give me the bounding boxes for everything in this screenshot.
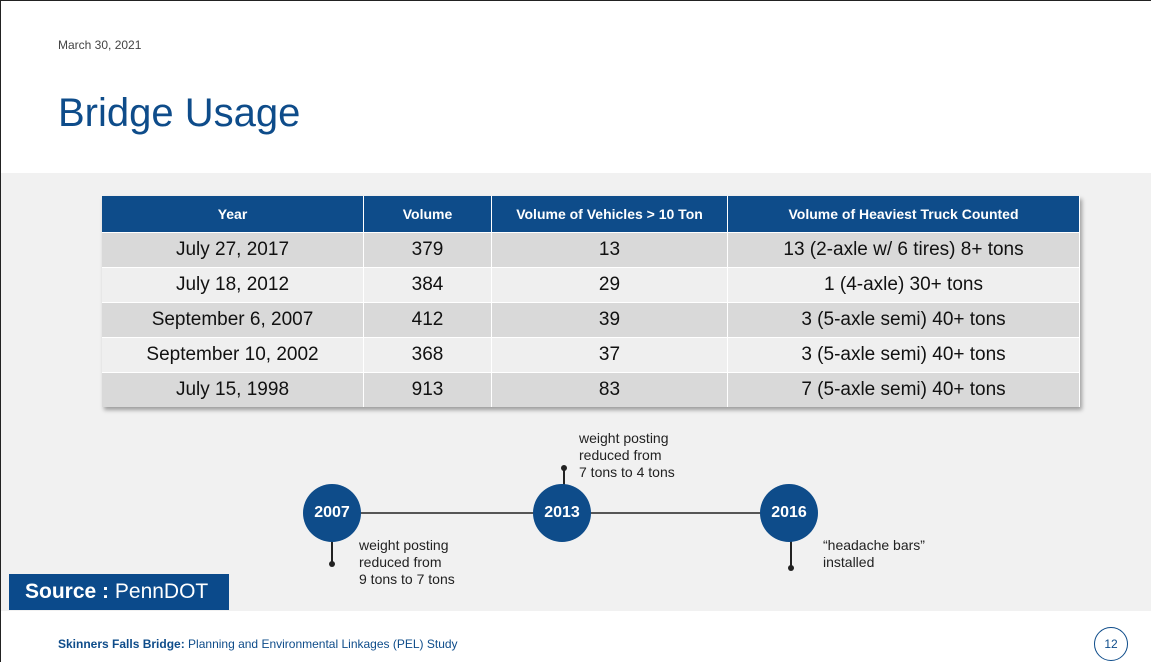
table-cell: July 15, 1998 xyxy=(102,372,364,407)
table-row: September 6, 2007 412 39 3 (5-axle semi) 40… xyxy=(102,302,1080,338)
event-note: weight posting reduced from 7 tons to 4 to… xyxy=(579,430,675,481)
table: Year Volume Volume of Vehicles > 10 Ton Vol… xyxy=(102,196,1080,407)
source-value: PennDOT xyxy=(114,580,209,603)
table-cell: 379 xyxy=(363,232,492,268)
year-circle: 2013 xyxy=(533,484,591,542)
source-box: Source : PennDOT xyxy=(9,574,229,610)
table-cell: September 6, 2007 xyxy=(102,302,364,338)
table-cell: 1 (4-axle) 30+ tons xyxy=(727,267,1080,303)
footer: Skinners Falls Bridge: Planning and Envi… xyxy=(58,637,458,651)
note-line: reduced from xyxy=(359,554,442,570)
column-header: Volume xyxy=(363,196,492,233)
event-note: weight posting reduced from 9 tons to 7 to… xyxy=(359,537,455,588)
note-line: 9 tons to 7 tons xyxy=(359,571,455,587)
event-note: “headache bars” installed xyxy=(823,537,925,571)
table-cell: September 10, 2002 xyxy=(102,337,364,373)
note-line: reduced from xyxy=(579,447,662,463)
table-cell: 412 xyxy=(363,302,492,338)
source-separator: : xyxy=(102,580,110,603)
table-cell: 368 xyxy=(363,337,492,373)
table-cell: 13 (2-axle w/ 6 tires) 8+ tons xyxy=(727,232,1080,268)
table-cell: 13 xyxy=(491,232,728,268)
title: Bridge Usage xyxy=(58,91,301,135)
header-row: Year Volume Volume of Vehicles > 10 Ton Vol… xyxy=(102,196,1080,233)
year-circle: 2016 xyxy=(760,484,818,542)
table-cell: July 27, 2017 xyxy=(102,232,364,268)
table-cell: 3 (5-axle semi) 40+ tons xyxy=(727,337,1080,373)
stem-dot xyxy=(561,465,567,471)
table-cell: 3 (5-axle semi) 40+ tons xyxy=(727,302,1080,338)
note-line: “headache bars” xyxy=(823,537,925,553)
note-line: weight posting xyxy=(359,537,449,553)
table-body: July 27, 2017 379 13 13 (2-axle w/ 6 tires)… xyxy=(102,232,1080,407)
table-cell: 83 xyxy=(491,372,728,407)
table-row: September 10, 2002 368 37 3 (5-axle semi) 4… xyxy=(102,337,1080,373)
table-cell: July 18, 2012 xyxy=(102,267,364,303)
column-header: Year xyxy=(102,196,364,233)
table-row: July 18, 2012 384 29 1 (4-axle) 30+ tons xyxy=(102,267,1080,303)
table-row: July 15, 1998 913 83 7 (5-axle semi) 40+ to… xyxy=(102,372,1080,407)
note-line: weight posting xyxy=(579,430,669,446)
footer-study: Planning and Environmental Linkages (PEL… xyxy=(188,637,458,651)
table-cell: 384 xyxy=(363,267,492,303)
table-cell: 39 xyxy=(491,302,728,338)
table-cell: 29 xyxy=(491,267,728,303)
table-cell: 7 (5-axle semi) 40+ tons xyxy=(727,372,1080,407)
source-label: Source xyxy=(25,580,97,603)
stem-dot xyxy=(329,561,335,567)
note-line: 7 tons to 4 tons xyxy=(579,464,675,480)
stem-dot xyxy=(788,565,794,571)
table-cell: 37 xyxy=(491,337,728,373)
page-number: 12 xyxy=(1094,627,1128,661)
footer-project: Skinners Falls Bridge: xyxy=(58,637,185,651)
table-row: July 27, 2017 379 13 13 (2-axle w/ 6 tires)… xyxy=(102,232,1080,268)
note-line: installed xyxy=(823,554,875,570)
year-circle: 2007 xyxy=(303,484,361,542)
date: March 30, 2021 xyxy=(58,38,142,52)
column-header: Volume of Heaviest Truck Counted xyxy=(727,196,1080,233)
table-cell: 913 xyxy=(363,372,492,407)
column-header: Volume of Vehicles > 10 Ton xyxy=(491,196,728,233)
